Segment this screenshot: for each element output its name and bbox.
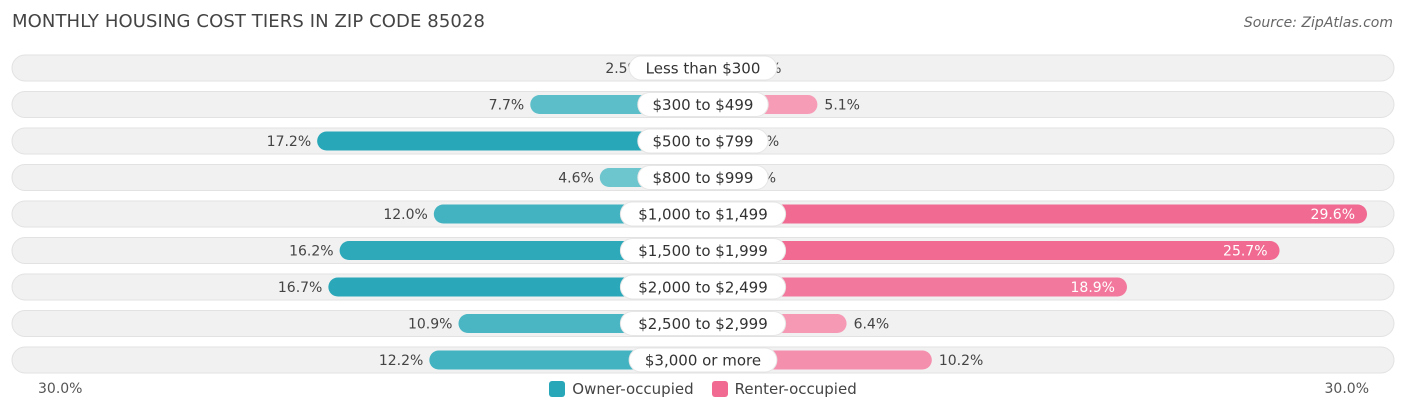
category-pill [619, 201, 787, 227]
bar-owner [328, 277, 703, 297]
legend-label-owner: Owner-occupied [572, 380, 694, 398]
chart-row: 12.0% 29.6% $1,000 to $1,499 [11, 200, 1395, 228]
category-label: Less than $300 [646, 60, 761, 78]
chart-row: 4.6%0.96%$800 to $999 [11, 164, 1395, 191]
category-label: $500 to $799 [653, 133, 754, 151]
legend-swatch-renter [711, 381, 728, 397]
legend-label-renter: Renter-occupied [734, 380, 857, 398]
category-pill [628, 55, 778, 81]
bar-renter [703, 277, 1127, 297]
category-label: $1,000 to $1,499 [638, 206, 768, 224]
category-label: $1,500 to $1,999 [638, 242, 768, 260]
chart-row: 16.7% 18.9% $2,000 to $2,499 [11, 273, 1395, 301]
legend-swatch-owner [549, 381, 566, 397]
data-label-owner: 10.9% [408, 317, 452, 333]
category-pill [619, 274, 787, 300]
legend-item-owner: Owner-occupied [549, 380, 694, 398]
bar-renter [703, 241, 1280, 260]
category-pill [628, 347, 778, 373]
axis-label-left: 30.0% [38, 381, 83, 397]
data-label-owner: 17.2% [267, 134, 311, 150]
category-pill [637, 128, 769, 154]
chart-row: 16.2% 25.7% $1,500 to $1,999 [11, 237, 1395, 264]
chart-source: Source: ZipAtlas.com [1243, 15, 1393, 31]
data-label-owner: 12.2% [379, 353, 423, 369]
chart-row: 2.5%1.6%Less than $300 [11, 54, 1395, 82]
legend: Owner-occupied Renter-occupied [0, 380, 1406, 398]
chart-row: 7.7% 5.1% $300 to $499 [11, 91, 1395, 118]
chart-title: MONTHLY HOUSING COST TIERS IN ZIP CODE 8… [12, 11, 486, 32]
category-label: $2,500 to $2,999 [638, 315, 768, 333]
data-label-owner: 16.7% [278, 280, 322, 296]
category-label: $3,000 or more [645, 352, 761, 370]
bar-owner [339, 241, 703, 260]
data-label-renter: 25.7% [1223, 244, 1267, 260]
diverging-bar-chart: 2.5%1.6%Less than $300 7.7% 5.1% $300 to $4… [11, 54, 1395, 374]
bar-owner [317, 131, 703, 151]
chart-row: 10.9% 6.4% $2,500 to $2,999 [11, 310, 1395, 337]
bar-renter [703, 204, 1368, 224]
category-label: $2,000 to $2,499 [638, 279, 768, 297]
data-label-renter: 29.6% [1311, 207, 1355, 223]
category-pill [619, 311, 787, 336]
data-label-renter: 6.4% [854, 317, 890, 333]
data-label-owner: 4.6% [558, 171, 594, 187]
data-label-owner: 7.7% [489, 98, 525, 114]
legend-item-renter: Renter-occupied [711, 380, 857, 398]
data-label-renter: 10.2% [939, 353, 983, 369]
axis-label-right: 30.0% [1324, 381, 1369, 397]
category-label: $800 to $999 [653, 169, 754, 187]
chart-row: 12.2% 10.2% $3,000 or more [11, 346, 1395, 374]
chart-row: 17.2%1.5%$500 to $799 [11, 127, 1395, 155]
data-label-owner: 12.0% [383, 207, 427, 223]
data-label-owner: 16.2% [289, 244, 333, 260]
data-label-renter: 5.1% [824, 98, 860, 114]
category-pill [619, 238, 787, 263]
category-pill [637, 92, 769, 117]
data-label-renter: 18.9% [1071, 280, 1115, 296]
category-pill [637, 165, 769, 190]
category-label: $300 to $499 [653, 96, 754, 114]
